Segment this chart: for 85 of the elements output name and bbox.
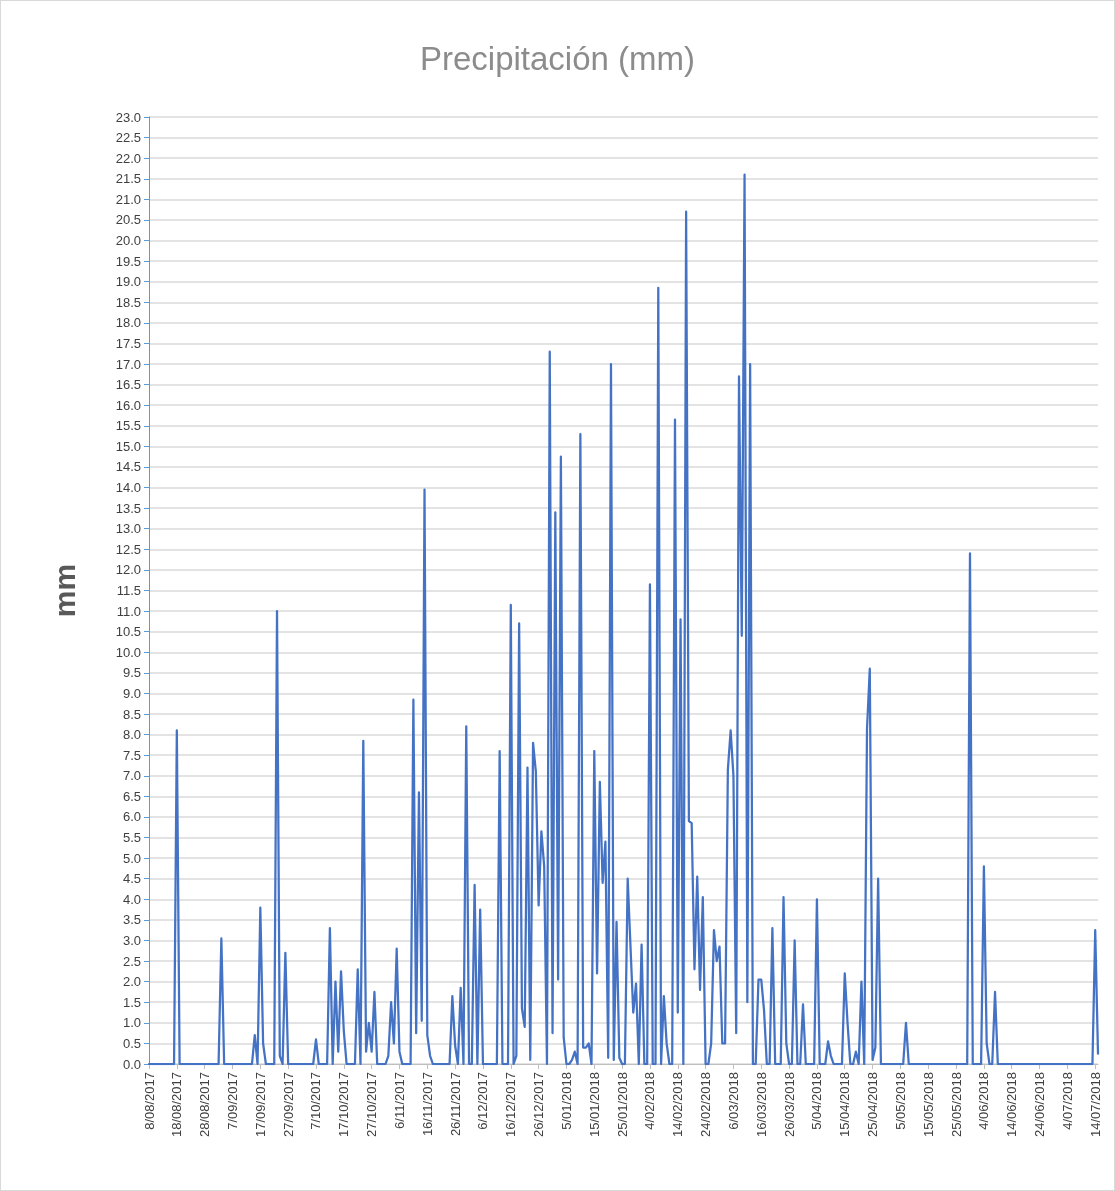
y-tick-label: 9.5 xyxy=(122,665,141,681)
x-tick-label: 7/09/2017 xyxy=(224,1072,240,1130)
y-tick-label: 7.5 xyxy=(122,747,141,763)
x-tick-label: 15/04/2018 xyxy=(837,1072,853,1138)
y-tick-label: 22.5 xyxy=(115,130,141,146)
y-tick-label: 10.5 xyxy=(115,624,141,640)
x-tick-label: 27/10/2017 xyxy=(364,1072,380,1138)
x-tick-label: 26/03/2018 xyxy=(781,1072,797,1138)
x-tick-label: 16/11/2017 xyxy=(419,1072,435,1137)
y-tick-label: 14.0 xyxy=(115,480,141,496)
x-tick-label: 25/04/2018 xyxy=(865,1072,881,1138)
y-tick-label: 8.5 xyxy=(122,706,141,722)
x-tick-label: 17/10/2017 xyxy=(336,1072,352,1138)
x-tick-label: 16/12/2017 xyxy=(503,1072,519,1138)
x-tick-label: 5/04/2018 xyxy=(809,1072,825,1130)
y-tick-label: 2.5 xyxy=(122,953,141,969)
x-tick-label: 24/06/2018 xyxy=(1032,1072,1048,1138)
y-tick-label: 9.0 xyxy=(122,685,141,701)
y-tick-label: 13.0 xyxy=(115,521,141,537)
chart-title: Precipitación (mm) xyxy=(419,40,696,77)
y-tick-label: 3.0 xyxy=(122,932,141,948)
y-tick-label: 5.0 xyxy=(122,850,141,866)
y-axis-title: mm xyxy=(47,563,81,618)
y-tick-label: 17.0 xyxy=(115,356,141,372)
x-tick-label: 8/08/2017 xyxy=(141,1072,157,1130)
x-tick-label: 6/12/2017 xyxy=(475,1072,491,1130)
y-tick-label: 10.0 xyxy=(115,644,141,660)
x-tick-label: 15/05/2018 xyxy=(920,1072,936,1138)
x-tick-label: 26/11/2017 xyxy=(447,1072,463,1137)
y-tick-label: 0.5 xyxy=(122,1035,141,1051)
y-tick-label: 15.0 xyxy=(115,438,141,454)
y-tick-label: 22.0 xyxy=(115,150,141,166)
y-tick-label: 15.5 xyxy=(115,418,141,434)
y-tick-label: 21.0 xyxy=(115,191,141,207)
y-tick-label: 16.5 xyxy=(115,377,141,393)
x-tick-label: 28/08/2017 xyxy=(197,1072,213,1138)
x-tick-label: 5/05/2018 xyxy=(892,1072,908,1130)
y-tick-label: 14.5 xyxy=(115,459,141,475)
y-tick-label: 13.5 xyxy=(115,500,141,516)
x-tick-label: 5/01/2018 xyxy=(558,1072,574,1130)
y-tick-label: 17.5 xyxy=(115,335,141,351)
y-tick-label: 16.0 xyxy=(115,397,141,413)
x-tick-label: 25/05/2018 xyxy=(948,1072,964,1138)
y-tick-label: 7.0 xyxy=(122,768,141,784)
x-tick-label: 14/07/2018 xyxy=(1087,1072,1103,1138)
y-tick-label: 12.0 xyxy=(115,562,141,578)
y-tick-label: 1.5 xyxy=(122,994,141,1010)
y-tick-label: 11.0 xyxy=(116,603,141,619)
y-tick-label: 19.0 xyxy=(115,274,141,290)
y-tick-label: 20.0 xyxy=(115,233,141,249)
y-tick-label: 18.5 xyxy=(115,294,141,310)
x-tick-label: 25/01/2018 xyxy=(614,1072,630,1138)
x-tick-label: 7/10/2017 xyxy=(308,1072,324,1130)
x-tick-label: 4/07/2018 xyxy=(1059,1072,1075,1130)
x-tick-label: 18/08/2017 xyxy=(169,1072,185,1138)
y-tick-label: 1.0 xyxy=(122,1015,141,1031)
y-tick-label: 5.5 xyxy=(122,830,141,846)
x-tick-label: 6/11/2017 xyxy=(391,1072,407,1129)
x-tick-label: 17/09/2017 xyxy=(252,1072,268,1138)
y-tick-label: 4.0 xyxy=(122,891,141,907)
y-tick-label: 2.0 xyxy=(122,974,141,990)
y-tick-label: 18.0 xyxy=(115,315,141,331)
y-tick-label: 3.5 xyxy=(122,912,141,928)
y-tick-label: 20.5 xyxy=(115,212,141,228)
x-tick-label: 14/06/2018 xyxy=(1004,1072,1020,1138)
y-tick-label: 0.0 xyxy=(122,1056,141,1072)
y-tick-label: 8.0 xyxy=(122,727,141,743)
x-tick-label: 24/02/2018 xyxy=(698,1072,714,1138)
y-tick-label: 6.5 xyxy=(122,788,141,804)
y-tick-label: 11.5 xyxy=(116,583,141,598)
y-tick-label: 23.0 xyxy=(115,109,141,125)
y-tick-label: 4.5 xyxy=(122,871,141,887)
x-tick-label: 15/01/2018 xyxy=(586,1072,602,1138)
x-tick-label: 27/09/2017 xyxy=(280,1072,296,1138)
y-tick-label: 19.5 xyxy=(115,253,141,269)
y-tick-label: 21.5 xyxy=(115,171,141,187)
x-tick-label: 6/03/2018 xyxy=(725,1072,741,1130)
line-series xyxy=(147,173,1100,1066)
x-tick-label: 26/12/2017 xyxy=(531,1072,547,1138)
x-tick-label: 16/03/2018 xyxy=(753,1072,769,1138)
x-tick-label: 4/02/2018 xyxy=(642,1072,658,1130)
x-tick-label: 4/06/2018 xyxy=(976,1072,992,1130)
x-tick-label: 14/02/2018 xyxy=(670,1072,686,1138)
y-tick-label: 12.5 xyxy=(115,541,141,557)
y-tick-label: 6.0 xyxy=(122,809,141,825)
